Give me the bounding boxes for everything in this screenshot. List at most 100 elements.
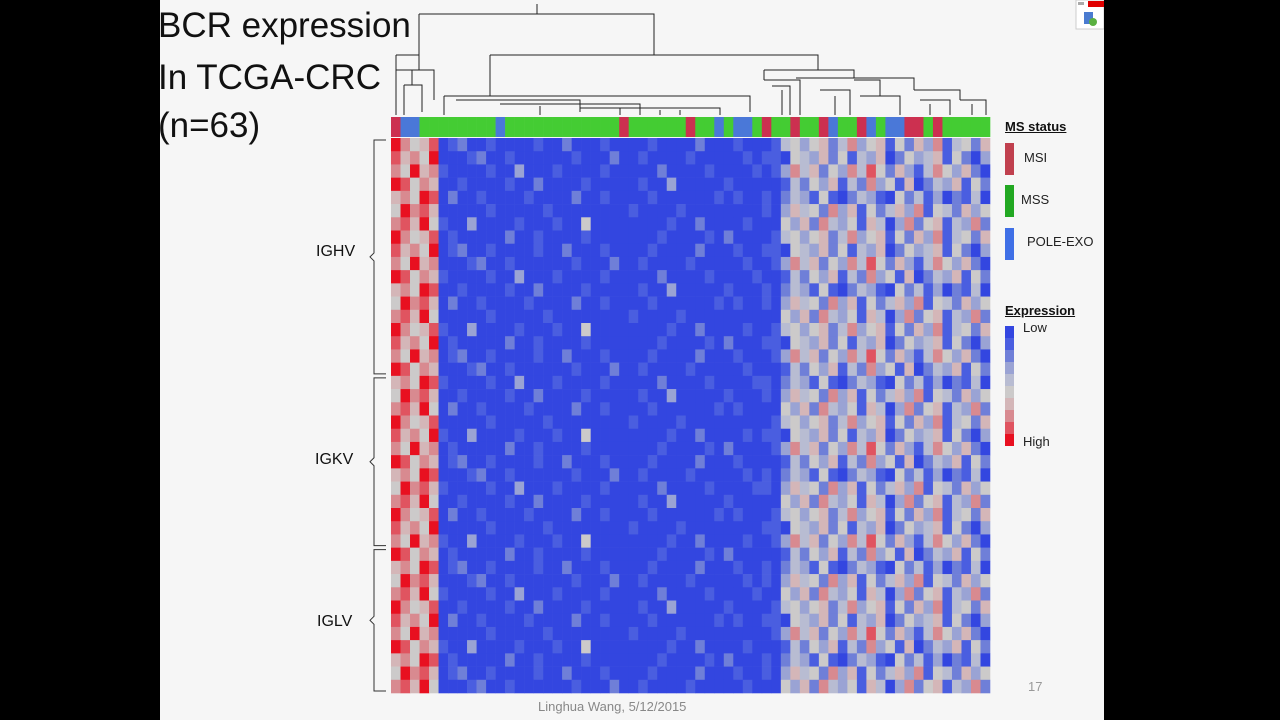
heatmap-cell	[438, 389, 449, 403]
heatmap-cell	[543, 138, 553, 152]
heatmap-cell	[457, 375, 468, 390]
heatmap-cell	[552, 679, 563, 694]
heatmap-cell	[790, 309, 801, 324]
heatmap-cell	[486, 375, 496, 390]
heatmap-cell	[657, 494, 668, 509]
heatmap-cell	[600, 323, 610, 337]
column-dendrogram	[395, 4, 987, 115]
heatmap-cell	[676, 494, 687, 509]
heatmap-cell	[600, 428, 610, 443]
heatmap-cell	[923, 468, 934, 482]
legend-swatch-mss	[1005, 185, 1014, 217]
heatmap-cell	[875, 428, 886, 443]
heatmap-cell	[657, 600, 668, 615]
heatmap-cell	[752, 508, 763, 522]
heatmap-cell	[400, 534, 411, 548]
heatmap-cell	[752, 494, 763, 509]
heatmap-cell	[828, 190, 839, 205]
heatmap-cell	[467, 508, 477, 522]
heatmap-cell	[818, 679, 829, 694]
heatmap-cell	[486, 270, 496, 284]
heatmap-cell	[809, 653, 820, 667]
heatmap-cell	[809, 534, 820, 548]
heatmap-cell	[448, 402, 458, 416]
heatmap-cell	[562, 309, 572, 324]
heatmap-cell	[647, 415, 658, 430]
heatmap-cell	[818, 283, 829, 297]
heatmap-cell	[562, 415, 572, 430]
heatmap-cell	[400, 375, 411, 390]
heatmap-cell	[562, 375, 572, 390]
heatmap-cell	[495, 336, 506, 350]
heatmap-cell	[448, 547, 458, 562]
heatmap-cell	[590, 375, 601, 390]
heatmap-cell	[942, 138, 953, 152]
heatmap-cell	[942, 613, 953, 628]
heatmap-cell	[438, 323, 449, 337]
heatmap-cell	[476, 468, 487, 482]
heatmap-cell	[885, 164, 896, 178]
heatmap-cell	[552, 177, 563, 192]
heatmap-cell	[790, 441, 801, 456]
heatmap-cell	[970, 640, 981, 654]
heatmap-cell	[505, 560, 515, 575]
heatmap-cell	[847, 256, 858, 271]
heatmap-cell	[685, 243, 696, 258]
heatmap-cell	[818, 270, 829, 284]
heatmap-cell	[733, 230, 744, 245]
heatmap-cell	[951, 547, 962, 562]
heatmap-cell	[647, 613, 658, 628]
heatmap-cell	[885, 494, 896, 509]
heatmap-cell	[524, 296, 534, 311]
heatmap-cell	[951, 138, 962, 152]
heatmap-cell	[752, 640, 763, 654]
heatmap-cell	[486, 256, 496, 271]
heatmap-cell	[942, 336, 953, 350]
heatmap-cell	[552, 323, 563, 337]
heatmap-cell	[970, 547, 981, 562]
heatmap-cell	[828, 574, 839, 588]
heatmap-cell	[400, 270, 411, 284]
heatmap-cell	[742, 256, 753, 271]
heatmap-cell	[666, 428, 677, 443]
heatmap-cell	[476, 679, 487, 694]
heatmap-cell	[514, 455, 525, 469]
heatmap-cell	[391, 613, 401, 628]
heatmap-cell	[752, 230, 763, 245]
heatmap-cell	[951, 256, 962, 271]
heatmap-cell	[609, 138, 620, 152]
heatmap-cell	[657, 138, 668, 152]
heatmap-cell	[923, 296, 934, 311]
heatmap-cell	[761, 415, 772, 430]
heatmap-cell	[581, 243, 591, 258]
heatmap-cell	[495, 441, 506, 456]
heatmap-cell	[419, 547, 430, 562]
heatmap-cell	[771, 256, 782, 271]
heatmap-cell	[628, 323, 639, 337]
heatmap-cell	[723, 534, 734, 548]
heatmap-cell	[657, 481, 668, 496]
heatmap-cell	[866, 640, 877, 654]
heatmap-cell	[904, 600, 915, 615]
presentation-window-icon[interactable]	[1074, 0, 1105, 30]
heatmap-cell	[400, 455, 411, 469]
heatmap-cell	[685, 455, 696, 469]
heatmap-cell	[856, 309, 867, 324]
heatmap-cell	[904, 468, 915, 482]
heatmap-cell	[609, 560, 620, 575]
heatmap-cell	[866, 204, 877, 218]
heatmap-cell	[885, 243, 896, 258]
heatmap-cell	[894, 428, 905, 443]
heatmap-cell	[828, 323, 839, 337]
heatmap-cell	[828, 653, 839, 667]
heatmap-cell	[704, 270, 715, 284]
heatmap-cell	[590, 547, 601, 562]
heatmap-cell	[676, 441, 687, 456]
heatmap-cell	[685, 481, 696, 496]
heatmap-cell	[780, 217, 791, 231]
heatmap-cell	[695, 481, 706, 496]
heatmap-cell	[923, 666, 934, 681]
heatmap-cell	[733, 587, 744, 601]
heatmap-cell	[609, 243, 620, 258]
heatmap-cell	[913, 587, 924, 601]
